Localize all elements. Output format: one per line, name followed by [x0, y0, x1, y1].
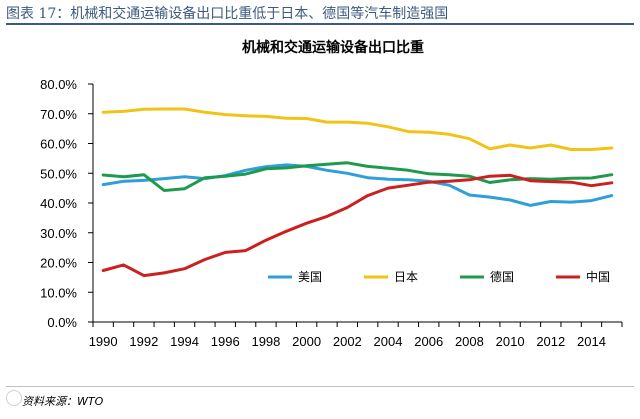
x-tick-label: 2004	[374, 334, 403, 349]
report-header: 图表 17：机械和交通运输设备出口比重低于日本、德国等汽车制造强国	[0, 0, 640, 24]
legend-label: 美国	[298, 270, 322, 284]
series-line	[101, 173, 614, 278]
x-tick-label: 2012	[536, 334, 565, 349]
line-chart: 机械和交通运输设备出口比重 0.0% 10.0% 20.0% 30.0% 40.0% 50…	[40, 39, 623, 349]
legend-label: 德国	[490, 269, 514, 284]
figure-caption: 图表 17：机械和交通运输设备出口比重低于日本、德国等汽车制造强国	[6, 6, 449, 22]
legend-label: 日本	[394, 270, 418, 284]
chart-legend: 美国 日本 德国 中国	[268, 269, 610, 284]
y-tick-label: 80.0%	[40, 77, 77, 92]
x-tick-label: 1992	[129, 334, 158, 349]
x-tick-label: 2002	[333, 334, 362, 349]
x-tick-label: 1990	[89, 334, 118, 349]
chart-title: 机械和交通运输设备出口比重	[242, 39, 424, 56]
legend-label: 中国	[586, 269, 610, 284]
series-line	[101, 107, 614, 151]
y-tick-label: 10.0%	[40, 285, 77, 300]
y-tick-label: 50.0%	[40, 166, 77, 181]
y-tick-label: 60.0%	[40, 137, 77, 152]
series-line	[101, 163, 614, 207]
chart-axes: 0.0% 10.0% 20.0% 30.0% 40.0% 50.0% 60.0% 70.0% 8…	[40, 77, 623, 349]
footer-divider	[6, 386, 634, 387]
x-tick-label: 1996	[211, 334, 240, 349]
x-tick-label: 1994	[170, 334, 199, 349]
series-layer	[101, 107, 614, 278]
y-tick-label: 20.0%	[40, 256, 77, 271]
x-tick-label: 2008	[455, 334, 484, 349]
source-note: 资料来源：WTO	[22, 395, 104, 408]
y-tick-label: 70.0%	[40, 107, 77, 122]
y-tick-label: 30.0%	[40, 226, 77, 241]
x-tick-label: 2010	[496, 334, 525, 349]
y-tick-label: 0.0%	[47, 315, 77, 330]
x-tick-label: 2006	[414, 334, 443, 349]
watermark-icon	[6, 390, 22, 406]
y-tick-label: 40.0%	[40, 196, 77, 211]
x-tick-label: 2014	[577, 334, 606, 349]
header-divider	[6, 23, 634, 25]
x-tick-label: 2000	[292, 334, 321, 349]
x-tick-label: 1998	[251, 334, 280, 349]
